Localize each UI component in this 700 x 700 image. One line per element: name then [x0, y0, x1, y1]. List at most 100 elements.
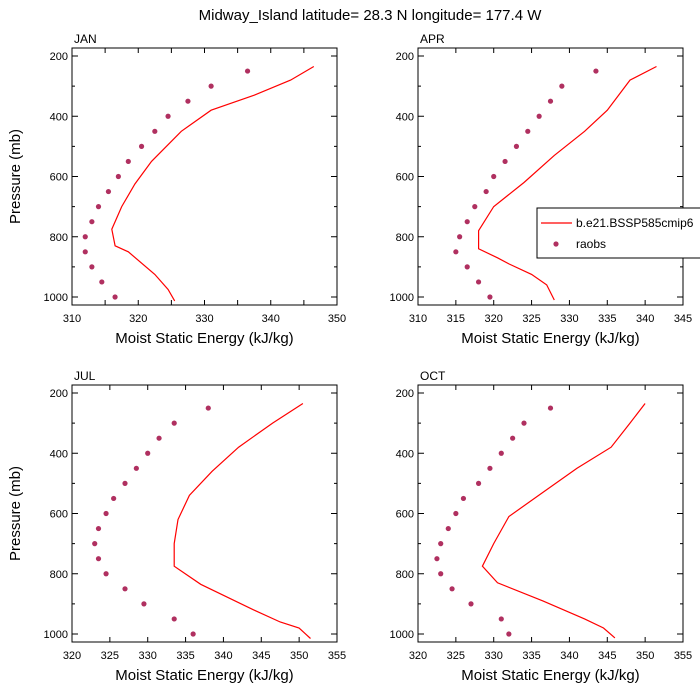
- y-tick-label: 400: [396, 448, 414, 460]
- y-tick-label: 800: [396, 569, 414, 581]
- plot-frame: [417, 47, 684, 306]
- raobs-point: [445, 525, 451, 532]
- panel-label: JAN: [74, 32, 97, 46]
- plot-area: [82, 65, 315, 302]
- x-tick-label: 325: [447, 650, 465, 662]
- y-tick-label: 600: [396, 509, 414, 521]
- raobs-point: [593, 68, 599, 74]
- y-tick-label: 200: [50, 51, 68, 63]
- raobs-point: [171, 420, 177, 426]
- raobs-point: [82, 249, 88, 255]
- model-profile-line: [111, 65, 315, 302]
- raobs-point: [112, 294, 118, 300]
- raobs-point: [82, 234, 88, 240]
- x-tick-label: 310: [63, 313, 81, 325]
- y-tick-label: 400: [396, 111, 414, 123]
- x-tick-label: 335: [176, 650, 194, 662]
- x-tick-label: 320: [129, 313, 147, 325]
- y-axis-title: Pressure (mb): [7, 466, 24, 561]
- x-tick-label: 330: [485, 650, 503, 662]
- figure-title: Midway_Island latitude= 28.3 N longitude…: [199, 7, 543, 24]
- raobs-point: [156, 435, 162, 441]
- plot-area: [434, 403, 646, 639]
- x-tick-label: 310: [409, 313, 427, 325]
- y-tick-label: 1000: [390, 629, 414, 641]
- x-tick-label: 340: [560, 650, 578, 662]
- raobs-point: [125, 158, 131, 165]
- raobs-point: [122, 480, 128, 486]
- y-tick-label: 1000: [390, 292, 414, 304]
- raobs-point: [95, 556, 102, 562]
- y-tick-label: 200: [396, 51, 414, 63]
- raobs-point: [487, 294, 493, 300]
- panel-jul: JUL 320 325 330 335 340 345 350 355 200 400 600 800 1…: [7, 369, 346, 684]
- raobs-point: [92, 541, 98, 547]
- panels-group: JAN 310 320 330 340 350 200 400 600 800 1000 Moist …: [7, 32, 692, 684]
- x-tick-label: 345: [674, 313, 692, 325]
- y-tick-label: 1000: [44, 292, 68, 304]
- plot-area: [92, 402, 311, 639]
- raobs-point: [141, 601, 147, 607]
- raobs-point: [99, 279, 105, 285]
- raobs-point: [502, 158, 508, 165]
- x-tick-label: 350: [636, 650, 654, 662]
- raobs-point: [115, 173, 121, 180]
- x-tick-label: 320: [485, 313, 503, 325]
- legend-box: [536, 207, 700, 259]
- plot-frame: [71, 384, 338, 643]
- x-tick-label: 355: [674, 650, 692, 662]
- x-tick-label: 355: [328, 650, 346, 662]
- y-tick-label: 800: [50, 569, 68, 581]
- raobs-point: [103, 571, 109, 577]
- panel-label: APR: [420, 32, 445, 46]
- x-tick-label: 345: [598, 650, 616, 662]
- plot-area: [453, 65, 657, 301]
- raobs-point: [521, 420, 527, 426]
- raobs-point: [487, 465, 493, 471]
- raobs-point: [449, 586, 455, 592]
- x-tick-label: 340: [214, 650, 232, 662]
- raobs-point: [468, 601, 474, 607]
- x-tick-label: 320: [63, 650, 81, 662]
- x-axis-title: Moist Static Energy (kJ/kg): [115, 667, 293, 684]
- raobs-point: [475, 279, 482, 285]
- x-axis-title: Moist Static Energy (kJ/kg): [461, 330, 639, 347]
- x-tick-label: 350: [290, 650, 308, 662]
- raobs-point: [464, 219, 470, 225]
- x-tick-label: 325: [101, 650, 119, 662]
- raobs-point: [536, 113, 542, 119]
- x-tick-label: 335: [522, 650, 540, 662]
- panel-apr: APR 310 315 320 325 330 335 340 345 200 400 600 800 1…: [390, 32, 693, 347]
- raobs-point: [95, 204, 102, 210]
- x-tick-label: 335: [598, 313, 616, 325]
- raobs-point: [438, 541, 444, 547]
- panel-label: JUL: [74, 369, 96, 383]
- raobs-point: [105, 188, 112, 195]
- raobs-point: [472, 204, 478, 210]
- raobs-point: [498, 450, 504, 456]
- raobs-point: [547, 405, 554, 411]
- legend-label-model: b.e21.BSSP585cmip6: [576, 216, 694, 230]
- y-tick-label: 200: [50, 388, 68, 400]
- raobs-point: [506, 631, 512, 637]
- x-tick-label: 340: [262, 313, 280, 325]
- raobs-point: [475, 480, 482, 486]
- model-profile-line: [173, 402, 311, 639]
- plot-frame: [71, 47, 338, 306]
- raobs-point: [122, 586, 128, 592]
- y-tick-label: 600: [396, 172, 414, 184]
- model-profile-line: [478, 65, 657, 301]
- y-tick-label: 400: [50, 448, 68, 460]
- raobs-point: [89, 219, 95, 225]
- y-axis-title: Pressure (mb): [7, 129, 24, 224]
- y-tick-label: 1000: [44, 629, 68, 641]
- raobs-point: [434, 556, 440, 562]
- raobs-point: [464, 264, 470, 270]
- raobs-point: [525, 128, 531, 134]
- raobs-point: [457, 234, 463, 240]
- y-tick-label: 800: [396, 232, 414, 244]
- raobs-point: [559, 83, 565, 89]
- panel-oct: OCT 320 325 330 335 340 345 350 355 200 400 600 800 1…: [390, 369, 693, 684]
- raobs-point: [138, 143, 145, 149]
